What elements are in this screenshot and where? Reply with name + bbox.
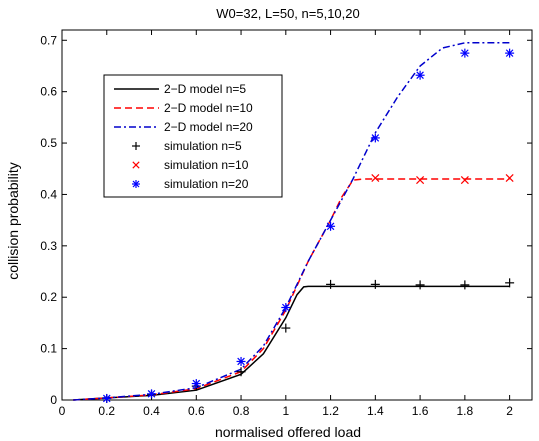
- data-point-5-9: [505, 48, 515, 58]
- data-point-3-9: [505, 278, 515, 288]
- series-line-2: [73, 42, 510, 401]
- x-tick-label: 0.6: [188, 404, 205, 418]
- data-point-5-5: [326, 221, 336, 231]
- data-point-3-6: [370, 279, 380, 289]
- legend-label-3: simulation n=5: [164, 139, 242, 153]
- x-axis-title: normalised offered load: [215, 424, 361, 440]
- data-point-3-3: [236, 367, 246, 377]
- y-tick-label: 0.1: [40, 342, 57, 356]
- y-tick-label: 0.5: [40, 136, 57, 150]
- data-point-5-8: [460, 48, 470, 58]
- data-point-4-1: [416, 176, 425, 185]
- legend-label-5: simulation n=20: [164, 177, 249, 191]
- y-tick-label: 0.3: [40, 239, 57, 253]
- x-tick-label: 2: [506, 404, 513, 418]
- legend: 2−D model n=5 2−D model n=10 2−D model n=2…: [103, 74, 283, 198]
- y-tick-label: 0: [50, 393, 57, 407]
- data-point-3-4: [281, 323, 291, 333]
- legend-swatch-3: [132, 142, 140, 150]
- legend-box: [103, 74, 283, 198]
- data-point-4-3: [505, 173, 514, 183]
- data-point-5-3: [236, 356, 246, 366]
- x-tick-label: 0.4: [143, 404, 160, 418]
- x-tick-label: 0.2: [98, 404, 115, 418]
- legend-swatch-4: [132, 161, 140, 169]
- data-point-4-2: [460, 176, 469, 185]
- data-point-5-2: [191, 379, 201, 389]
- data-point-3-7: [415, 280, 425, 290]
- data-point-5-6: [370, 133, 380, 143]
- legend-label-2: 2−D model n=20: [164, 120, 253, 134]
- x-tick-label: 0: [59, 404, 66, 418]
- x-tick-label: 1.4: [367, 404, 384, 418]
- x-tick-label: 1: [282, 404, 289, 418]
- legend-label-4: simulation n=10: [164, 158, 249, 172]
- data-point-5-1: [147, 389, 157, 399]
- y-axis-ticks: 0 0.1 0.2 0.3 0.4 0.5 0.6 0.7: [40, 33, 532, 407]
- legend-swatch-5: [132, 180, 140, 188]
- data-point-5-4: [281, 303, 291, 312]
- y-tick-label: 0.2: [40, 290, 57, 304]
- x-tick-label: 1.2: [322, 404, 339, 418]
- x-tick-label: 0.8: [233, 404, 250, 418]
- data-point-3-8: [460, 280, 470, 290]
- y-axis-title: collision probability: [5, 162, 21, 280]
- y-tick-label: 0.4: [40, 187, 57, 201]
- legend-label-1: 2−D model n=10: [164, 101, 253, 115]
- data-point-3-5: [326, 279, 336, 289]
- series-layer: [73, 42, 515, 403]
- data-point-5-0: [102, 393, 112, 403]
- y-tick-label: 0.6: [40, 85, 57, 99]
- series-line-0: [73, 285, 510, 401]
- y-tick-label: 0.7: [40, 33, 57, 47]
- data-point-4-0: [371, 173, 380, 183]
- chart-title: W0=32, L=50, n=5,10,20: [216, 6, 359, 21]
- legend-label-0: 2−D model n=5: [164, 82, 246, 96]
- x-tick-label: 1.8: [457, 404, 474, 418]
- series-line-1: [73, 178, 510, 401]
- data-point-5-7: [415, 70, 425, 80]
- x-tick-label: 1.6: [412, 404, 429, 418]
